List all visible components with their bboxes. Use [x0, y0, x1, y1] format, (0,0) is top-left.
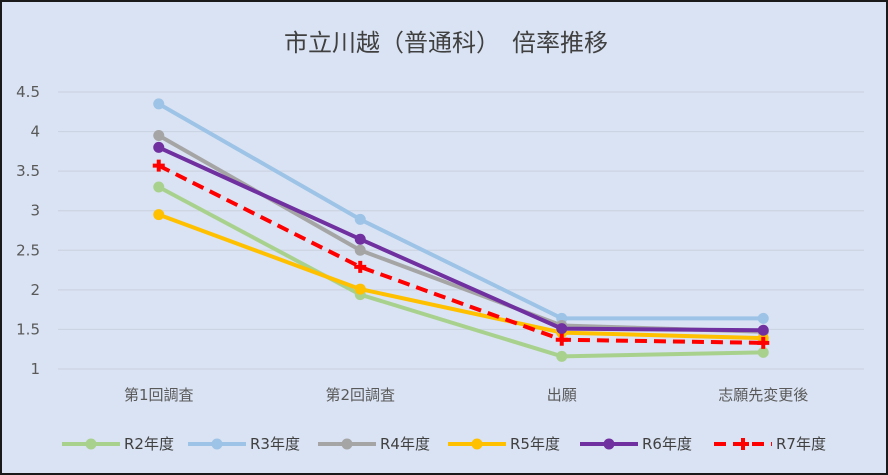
y-tick-label: 4 [30, 123, 40, 141]
legend-marker [603, 438, 615, 450]
series-line [158, 212, 764, 341]
series-R7年度 [152, 159, 770, 349]
series-lines [152, 98, 770, 362]
x-tick-label: 第2回調査 [325, 386, 395, 404]
data-point [152, 159, 165, 172]
legend-item: R5年度 [448, 435, 560, 453]
legend-label: R7年度 [776, 435, 826, 453]
data-point [757, 324, 769, 336]
y-tick-label: 4.5 [16, 83, 40, 101]
legend-item: R7年度 [714, 435, 826, 453]
y-tick-label: 1.5 [16, 320, 40, 338]
legend-label: R6年度 [642, 435, 692, 453]
legend-item: R3年度 [188, 435, 300, 453]
y-tick-label: 3.5 [16, 162, 40, 180]
data-point [153, 181, 165, 193]
data-point [757, 312, 769, 324]
y-axis-tick-labels: 1 1.5 2 2.5 3 3.5 4 4.5 [16, 83, 40, 378]
legend-marker [737, 438, 749, 450]
data-point [354, 283, 366, 295]
data-point [153, 209, 165, 221]
legend-label: R4年度 [380, 435, 430, 453]
legend-item: R4年度 [318, 435, 430, 453]
legend-marker [85, 438, 97, 450]
series-line [157, 185, 764, 359]
legend-label: R5年度 [510, 435, 560, 453]
data-point [757, 336, 770, 349]
series-R5年度 [153, 209, 769, 344]
legend-label: R2年度 [124, 435, 174, 453]
series-R3年度 [153, 98, 769, 324]
y-tick-label: 2.5 [16, 241, 40, 259]
data-point [556, 350, 568, 362]
x-tick-label: 第1回調査 [124, 386, 194, 404]
data-point [556, 323, 568, 335]
series-line [157, 145, 764, 333]
legend-marker [471, 438, 483, 450]
data-point [354, 233, 366, 245]
series-line [157, 163, 764, 345]
series-line [157, 102, 764, 321]
data-point [153, 141, 165, 153]
x-tick-label: 出願 [547, 386, 577, 404]
legend-item: R6年度 [580, 435, 692, 453]
data-point [757, 346, 769, 358]
legend-marker [211, 438, 223, 450]
y-tick-label: 1 [30, 360, 40, 378]
data-point [354, 244, 366, 256]
y-tick-label: 2 [30, 281, 40, 299]
series-R6年度 [153, 141, 769, 336]
legend: R2年度 R3年度 R4年度 R5年度 R6年度 R7年度 [62, 435, 826, 453]
x-tick-label: 志願先変更後 [718, 386, 808, 404]
legend-marker [341, 438, 353, 450]
y-tick-label: 3 [30, 202, 40, 220]
data-point [153, 130, 165, 142]
x-axis-tick-labels: 第1回調査 第2回調査 出願 志願先変更後 [124, 386, 808, 404]
legend-item: R2年度 [62, 435, 174, 453]
legend-label: R3年度 [250, 435, 300, 453]
data-point [555, 333, 568, 346]
chart-title: 市立川越（普通科） 倍率推移 [284, 29, 608, 57]
data-point [354, 213, 366, 225]
data-point [354, 260, 367, 273]
data-point [153, 98, 165, 110]
